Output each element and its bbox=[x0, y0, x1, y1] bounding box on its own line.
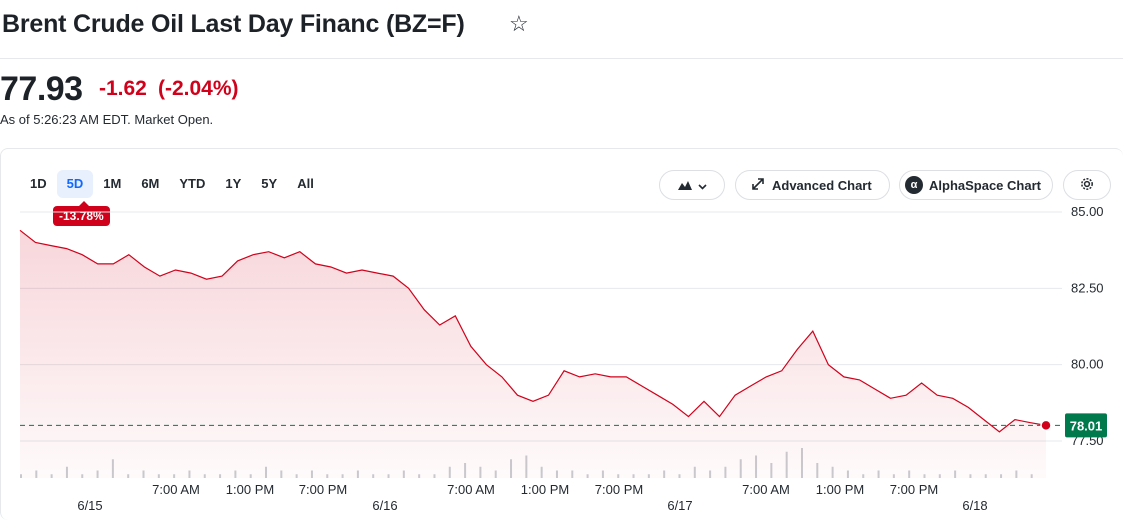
x-tick-label: 6/16 bbox=[372, 498, 397, 513]
range-6m[interactable]: 6M bbox=[141, 176, 160, 191]
gear-icon bbox=[1080, 177, 1094, 194]
x-tick-label: 6/17 bbox=[667, 498, 692, 513]
chevron-down-icon bbox=[697, 178, 707, 193]
y-tick-label: 80.00 bbox=[1071, 357, 1104, 372]
x-tick-label: 7:00 AM bbox=[742, 482, 790, 497]
x-tick-label: 6/15 bbox=[77, 498, 102, 513]
advanced-chart-button[interactable]: Advanced Chart bbox=[735, 170, 890, 200]
range-all[interactable]: All bbox=[297, 176, 314, 191]
range-5d[interactable]: 5D bbox=[56, 170, 94, 198]
alpha-icon: α bbox=[905, 176, 923, 194]
x-tick-label: 1:00 PM bbox=[226, 482, 274, 497]
expand-icon bbox=[752, 177, 764, 193]
range-selector: 1D 5D 1M 6M YTD 1Y 5Y All bbox=[20, 170, 324, 198]
x-tick-label: 7:00 AM bbox=[447, 482, 495, 497]
title-row: Brent Crude Oil Last Day Financ (BZ=F) ☆ bbox=[0, 0, 1123, 59]
alphaspace-chart-button[interactable]: α AlphaSpace Chart bbox=[899, 170, 1053, 200]
x-axis: 6/15 7:00 AM 1:00 PM 7:00 PM 6/16 7:00 AM 1:00… bbox=[77, 482, 987, 513]
range-1y[interactable]: 1Y bbox=[225, 176, 242, 191]
current-price: 77.93 bbox=[0, 70, 83, 108]
x-tick-label: 7:00 AM bbox=[152, 482, 200, 497]
last-price-dot bbox=[1040, 419, 1052, 432]
advanced-chart-label: Advanced Chart bbox=[772, 177, 872, 193]
chart-panel bbox=[0, 148, 1123, 520]
settings-button[interactable] bbox=[1063, 170, 1111, 200]
x-tick-label: 7:00 PM bbox=[595, 482, 643, 497]
price-change-percent: (-2.04%) bbox=[158, 77, 239, 100]
y-tick-label: 82.50 bbox=[1071, 280, 1104, 295]
mountain-chart-icon bbox=[677, 178, 692, 193]
x-tick-label: 7:00 PM bbox=[299, 482, 347, 497]
alphaspace-chart-label: AlphaSpace Chart bbox=[929, 177, 1041, 193]
y-tick-label: 85.00 bbox=[1071, 204, 1104, 219]
page-title: Brent Crude Oil Last Day Financ (BZ=F) bbox=[2, 10, 465, 38]
range-1d[interactable]: 1D bbox=[30, 176, 47, 191]
x-tick-label: 7:00 PM bbox=[890, 482, 938, 497]
x-tick-label: 6/18 bbox=[962, 498, 987, 513]
x-tick-label: 1:00 PM bbox=[521, 482, 569, 497]
as-of-timestamp: As of 5:26:23 AM EDT. Market Open. bbox=[0, 112, 214, 127]
range-1m[interactable]: 1M bbox=[103, 176, 122, 191]
x-tick-label: 1:00 PM bbox=[816, 482, 864, 497]
price-area bbox=[20, 230, 1046, 478]
price-change: -1.62 bbox=[99, 77, 147, 100]
star-outline-icon[interactable]: ☆ bbox=[509, 11, 529, 36]
last-price-badge-text: 78.01 bbox=[1070, 418, 1103, 433]
chart-type-button[interactable] bbox=[659, 170, 725, 200]
range-5y[interactable]: 5Y bbox=[261, 176, 278, 191]
last-price-badge bbox=[1065, 413, 1107, 438]
price-line bbox=[19, 229, 1047, 433]
range-ytd[interactable]: YTD bbox=[179, 176, 206, 191]
